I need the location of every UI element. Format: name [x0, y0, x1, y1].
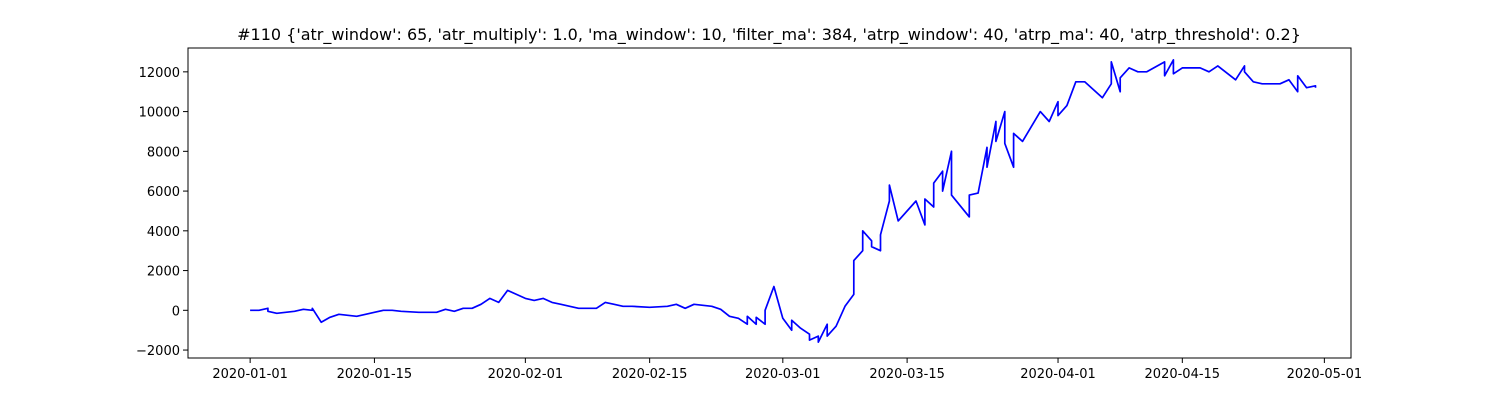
x-tick-label: 2020-04-01: [1020, 367, 1096, 382]
x-tick-label: 2020-05-01: [1287, 367, 1363, 382]
y-tick-label: 10000: [139, 106, 180, 121]
x-tick-label: 2020-03-01: [745, 367, 821, 382]
y-tick-label: −2000: [136, 344, 180, 359]
x-tick-label: 2020-03-15: [869, 367, 945, 382]
plot-area-frame: [187, 47, 1352, 359]
series-line: [250, 59, 1317, 343]
y-tick-label: 8000: [147, 145, 180, 160]
y-tick-label: 6000: [147, 185, 180, 200]
series-layer: [250, 59, 1317, 343]
x-tick-label: 2020-04-15: [1145, 367, 1221, 382]
x-tick-label: 2020-02-15: [612, 367, 688, 382]
ticks-layer: 2020-01-01 2020-01-15 2020-02-01 2020-02-15…: [136, 66, 1362, 382]
x-tick-label: 2020-02-01: [488, 367, 564, 382]
x-tick-label: 2020-01-15: [337, 367, 413, 382]
y-tick-label: 0: [172, 304, 180, 319]
x-tick-label: 2020-01-01: [212, 367, 288, 382]
y-tick-label: 2000: [147, 265, 180, 280]
y-tick-label: 12000: [139, 66, 180, 81]
y-tick-label: 4000: [147, 225, 180, 240]
chart-title: #110 {'atr_window': 65, 'atr_multiply': …: [237, 25, 1301, 45]
